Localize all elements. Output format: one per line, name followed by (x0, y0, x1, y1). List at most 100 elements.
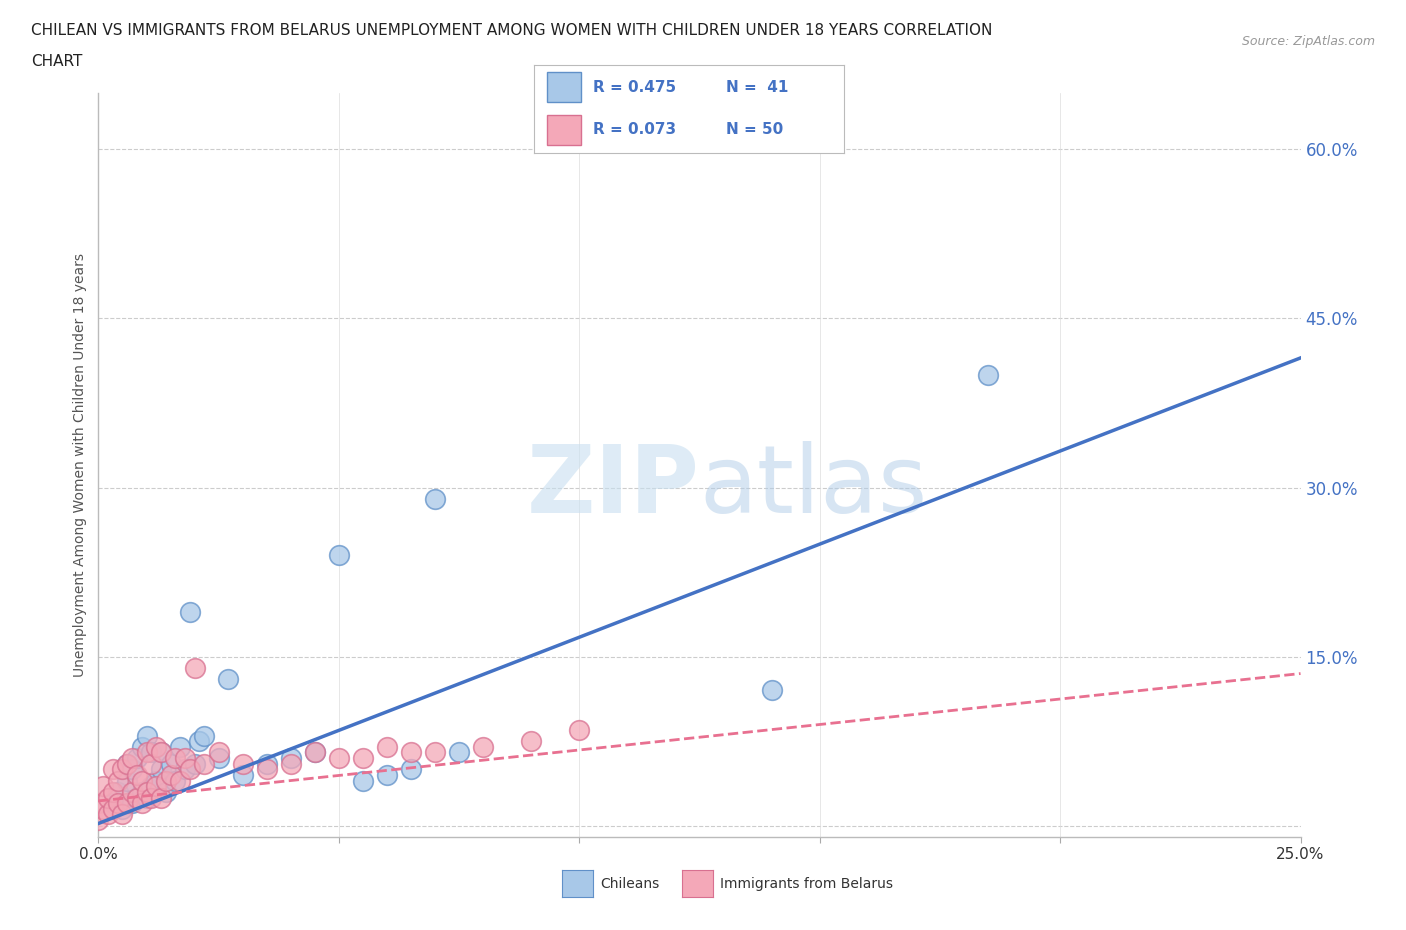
Point (193, 728, 215, 743)
Point (304, 745, 326, 760)
Text: ZIP: ZIP (527, 442, 699, 533)
Point (188, 734, 211, 749)
Point (375, 739, 398, 754)
Point (179, 604, 201, 619)
Point (111, 807, 134, 822)
Point (145, 773, 167, 788)
Point (117, 756, 139, 771)
Point (165, 751, 187, 765)
Point (111, 762, 134, 777)
Point (125, 767, 148, 782)
Point (101, 802, 124, 817)
Point (149, 745, 172, 760)
Point (135, 728, 157, 743)
Point (101, 785, 124, 800)
Point (121, 796, 143, 811)
Text: Source: ZipAtlas.com: Source: ZipAtlas.com (1241, 35, 1375, 48)
Point (159, 767, 181, 782)
Text: CHART: CHART (31, 54, 83, 69)
Point (125, 790, 148, 805)
Text: R = 0.475: R = 0.475 (593, 80, 676, 95)
Point (169, 773, 191, 788)
Point (111, 802, 134, 817)
Point (977, 367, 1000, 382)
Point (193, 756, 215, 771)
Point (131, 785, 153, 800)
Point (155, 785, 177, 800)
Point (91, 802, 114, 817)
Text: Chileans: Chileans (600, 876, 659, 891)
Point (121, 762, 143, 777)
Point (568, 723, 591, 737)
Point (155, 773, 177, 788)
Point (761, 683, 783, 698)
Bar (547, 73, 581, 102)
Point (399, 745, 422, 760)
Point (208, 745, 231, 760)
Point (399, 762, 422, 777)
Point (217, 671, 239, 686)
Point (117, 756, 139, 771)
Point (256, 762, 278, 777)
Point (149, 790, 172, 805)
Point (125, 751, 148, 765)
Point (117, 796, 139, 811)
Point (131, 739, 153, 754)
Point (208, 751, 231, 765)
Point (141, 790, 163, 805)
Bar (547, 114, 581, 145)
Y-axis label: Unemployment Among Women with Children Under 18 years: Unemployment Among Women with Children U… (73, 253, 87, 677)
Point (375, 767, 398, 782)
Point (174, 762, 197, 777)
Point (87, 813, 110, 828)
Point (159, 756, 181, 771)
Point (107, 773, 129, 788)
Point (121, 785, 143, 800)
Point (232, 756, 254, 771)
Point (141, 745, 163, 760)
Point (135, 790, 157, 805)
Point (101, 796, 124, 811)
Point (107, 796, 129, 811)
Point (169, 739, 191, 754)
Point (107, 785, 129, 800)
Point (520, 734, 543, 749)
Point (280, 751, 302, 765)
Point (141, 756, 163, 771)
Point (149, 762, 172, 777)
Point (149, 745, 172, 760)
Point (101, 762, 124, 777)
Point (141, 778, 163, 793)
Text: N =  41: N = 41 (725, 80, 789, 95)
Point (183, 660, 205, 675)
Point (145, 778, 167, 793)
Point (423, 491, 446, 506)
Point (352, 773, 374, 788)
Point (472, 739, 495, 754)
Point (352, 751, 374, 765)
Point (87, 796, 110, 811)
Point (125, 790, 148, 805)
Text: R = 0.073: R = 0.073 (593, 122, 676, 137)
Point (131, 796, 153, 811)
Text: atlas: atlas (699, 442, 928, 533)
Point (145, 739, 167, 754)
Point (328, 751, 350, 765)
Point (304, 745, 326, 760)
Point (328, 548, 350, 563)
Point (117, 773, 139, 788)
Point (121, 751, 143, 765)
Point (91, 778, 114, 793)
Point (183, 756, 205, 771)
Text: Immigrants from Belarus: Immigrants from Belarus (720, 876, 893, 891)
Point (135, 785, 157, 800)
Point (280, 756, 302, 771)
Point (131, 773, 153, 788)
Point (423, 745, 446, 760)
Point (97, 807, 120, 822)
Point (256, 756, 278, 771)
Point (447, 745, 470, 760)
Text: N = 50: N = 50 (725, 122, 783, 137)
Point (179, 762, 201, 777)
Point (165, 773, 187, 788)
